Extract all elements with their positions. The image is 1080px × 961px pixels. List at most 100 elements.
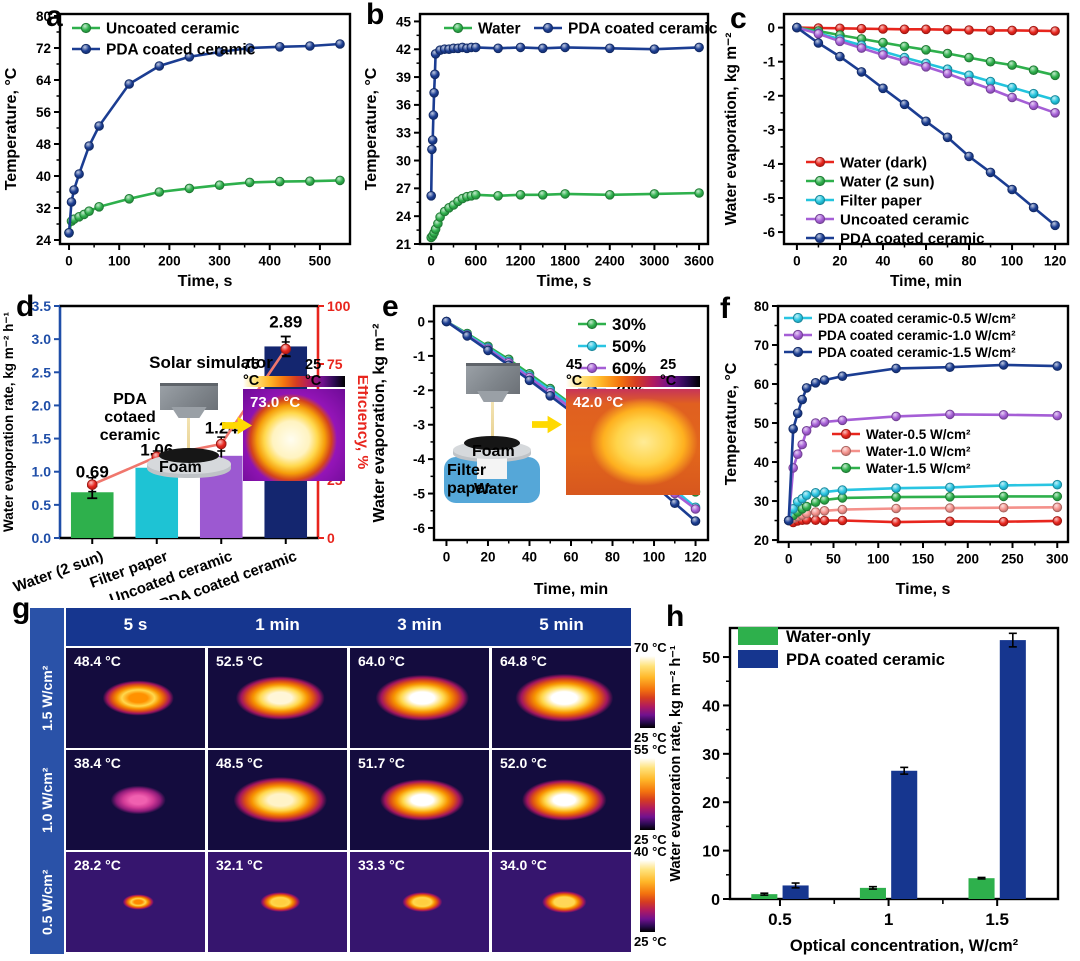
- svg-text:Time, min: Time, min: [890, 273, 962, 290]
- svg-text:Efficiency, %: Efficiency, %: [354, 375, 368, 470]
- svg-text:PDA coated ceramic: PDA coated ceramic: [840, 230, 985, 247]
- g-colorbar-min: 25 °C: [634, 730, 667, 745]
- svg-text:27: 27: [396, 181, 411, 196]
- g-side-strip: [30, 608, 64, 954]
- g-thermal-cell: 52.5 °C: [208, 648, 347, 748]
- g-colorbar: [640, 758, 655, 830]
- g-colorbar: [640, 656, 655, 728]
- svg-text:Time, min: Time, min: [534, 581, 608, 598]
- panel-b-letter: b: [366, 0, 385, 31]
- svg-text:70: 70: [754, 338, 769, 353]
- svg-text:Water evaporation rate, kg m⁻²: Water evaporation rate, kg m⁻² h⁻¹: [1, 311, 16, 532]
- svg-text:0.5: 0.5: [32, 497, 52, 513]
- svg-text:Water evaporation, kg m⁻²: Water evaporation, kg m⁻²: [371, 324, 388, 523]
- g-thermal-cell: 51.7 °C: [350, 750, 489, 850]
- svg-text:0: 0: [417, 314, 425, 329]
- svg-text:-6: -6: [413, 521, 425, 536]
- g-thermal-cell: 33.3 °C: [350, 852, 489, 952]
- g-colorbar-min: 25 °C: [634, 832, 667, 847]
- bar: [859, 887, 886, 899]
- svg-text:40: 40: [522, 550, 537, 565]
- g-thermal-cell: 48.4 °C: [66, 648, 205, 748]
- svg-text:20: 20: [702, 795, 720, 812]
- g-header-bar: [66, 608, 631, 646]
- svg-text:-1: -1: [413, 349, 425, 364]
- svg-text:60%: 60%: [612, 359, 646, 378]
- g-cell-temp: 38.4 °C: [74, 755, 121, 771]
- svg-text:120: 120: [684, 550, 707, 565]
- g-thermal-cell: 38.4 °C: [66, 750, 205, 850]
- filter-paper-label: Filter paper: [447, 462, 491, 497]
- svg-text:50: 50: [754, 416, 769, 431]
- panel-a-letter: a: [46, 0, 63, 33]
- chart-b: 0 600 1200 1800 2400 3000 3600 21 24 27 30 33 36 39 42…: [363, 12, 718, 290]
- panel-a: a 0 100 200 300 400 500 24 32 40 48 56 64 72 80 Time, …: [0, 0, 360, 481]
- svg-text:-2: -2: [763, 89, 775, 104]
- svg-text:Water (dark): Water (dark): [840, 154, 927, 171]
- ceramic-disk-icon: [159, 448, 219, 463]
- svg-text:1: 1: [884, 910, 893, 929]
- svg-text:1800: 1800: [550, 254, 580, 269]
- svg-text:24: 24: [36, 233, 52, 248]
- g-col-header: 5 s: [123, 615, 148, 634]
- svg-text:Water-only: Water-only: [786, 628, 871, 646]
- svg-text:-5: -5: [763, 191, 775, 206]
- light-beam-icon: [187, 418, 190, 454]
- chart-f: 0 50 100 150 200 250 300 20 30 40 50 60 70 80 Time, s T…: [723, 299, 1070, 598]
- svg-text:80: 80: [962, 254, 977, 269]
- svg-text:2400: 2400: [595, 254, 625, 269]
- chart-b-svg: 0 600 1200 1800 2400 3000 3600 21 24 27 30 33 36 39 42…: [363, 12, 718, 290]
- g-cell-temp: 51.7 °C: [358, 755, 405, 771]
- svg-text:3600: 3600: [684, 254, 714, 269]
- g-thermal-cell: 32.1 °C: [208, 852, 347, 952]
- svg-text:48: 48: [36, 137, 52, 152]
- g-cell-temp: 34.0 °C: [500, 857, 547, 873]
- svg-text:3.0: 3.0: [32, 331, 52, 347]
- colorbar-min-label: 25 °C: [660, 357, 677, 390]
- svg-text:0: 0: [65, 254, 73, 269]
- svg-text:80: 80: [754, 299, 769, 314]
- lamp-nozzle-icon: [171, 407, 207, 418]
- svg-text:24: 24: [396, 209, 412, 224]
- svg-text:100: 100: [108, 254, 131, 269]
- svg-text:Time, s: Time, s: [896, 581, 951, 598]
- svg-text:-4: -4: [763, 157, 775, 172]
- g-thermal-cell: 34.0 °C: [492, 852, 631, 952]
- g-thermal-cell: 64.0 °C: [350, 648, 489, 748]
- g-cell-temp: 52.5 °C: [216, 653, 263, 669]
- svg-text:20: 20: [832, 254, 847, 269]
- svg-text:PDA coated ceramic: PDA coated ceramic: [786, 651, 945, 669]
- svg-text:0: 0: [443, 550, 451, 565]
- series-line: [787, 483, 1058, 521]
- chart-h: 0 10 20 30 40 50 0.5 1 1.5 Water-only PDA coated c…: [668, 626, 1060, 955]
- svg-text:0: 0: [767, 20, 775, 35]
- svg-text:20: 20: [480, 550, 495, 565]
- panel-f-letter: f: [720, 292, 730, 325]
- colorbar-max-label: 75 °C: [243, 357, 260, 390]
- chart-a: 0 100 200 300 400 500 24 32 40 48 56 64 72 80 Time, s T…: [3, 9, 352, 290]
- svg-text:200: 200: [158, 254, 181, 269]
- svg-text:72: 72: [36, 41, 51, 56]
- svg-text:600: 600: [465, 254, 488, 269]
- svg-text:36: 36: [396, 98, 412, 113]
- water-label: Water: [474, 481, 518, 498]
- panel-e-letter: e: [382, 290, 399, 323]
- svg-text:0: 0: [427, 254, 435, 269]
- svg-text:30: 30: [754, 494, 769, 509]
- svg-text:20: 20: [754, 533, 769, 548]
- svg-text:Water evaporation, kg m⁻²: Water evaporation, kg m⁻²: [723, 33, 740, 226]
- panel-h-letter: h: [666, 600, 685, 633]
- bar: [135, 467, 179, 538]
- svg-text:PDA coated ceramic-0.5 W/cm²: PDA coated ceramic-0.5 W/cm²: [818, 311, 1016, 326]
- g-cell-temp: 64.8 °C: [500, 653, 547, 669]
- panel-g: g 5 s 1 min 3 min 5 min 1.5 W/cm² 48.4 °C 52.5…: [0, 594, 667, 961]
- svg-text:39: 39: [396, 70, 411, 85]
- svg-text:PDA coated ceramic-1.0 W/cm²: PDA coated ceramic-1.0 W/cm²: [818, 328, 1016, 343]
- svg-text:40: 40: [754, 455, 769, 470]
- panel-c: c 0 20 40 60 80 100 120 0 -1 -2 -3 -4 -5 -6 Time, min W…: [720, 0, 1080, 292]
- svg-text:32: 32: [36, 201, 51, 216]
- svg-text:60: 60: [918, 254, 933, 269]
- svg-text:Water-0.5 W/cm²: Water-0.5 W/cm²: [866, 427, 971, 442]
- svg-text:Water evaporation rate, kg m⁻²: Water evaporation rate, kg m⁻² h⁻¹: [668, 645, 684, 882]
